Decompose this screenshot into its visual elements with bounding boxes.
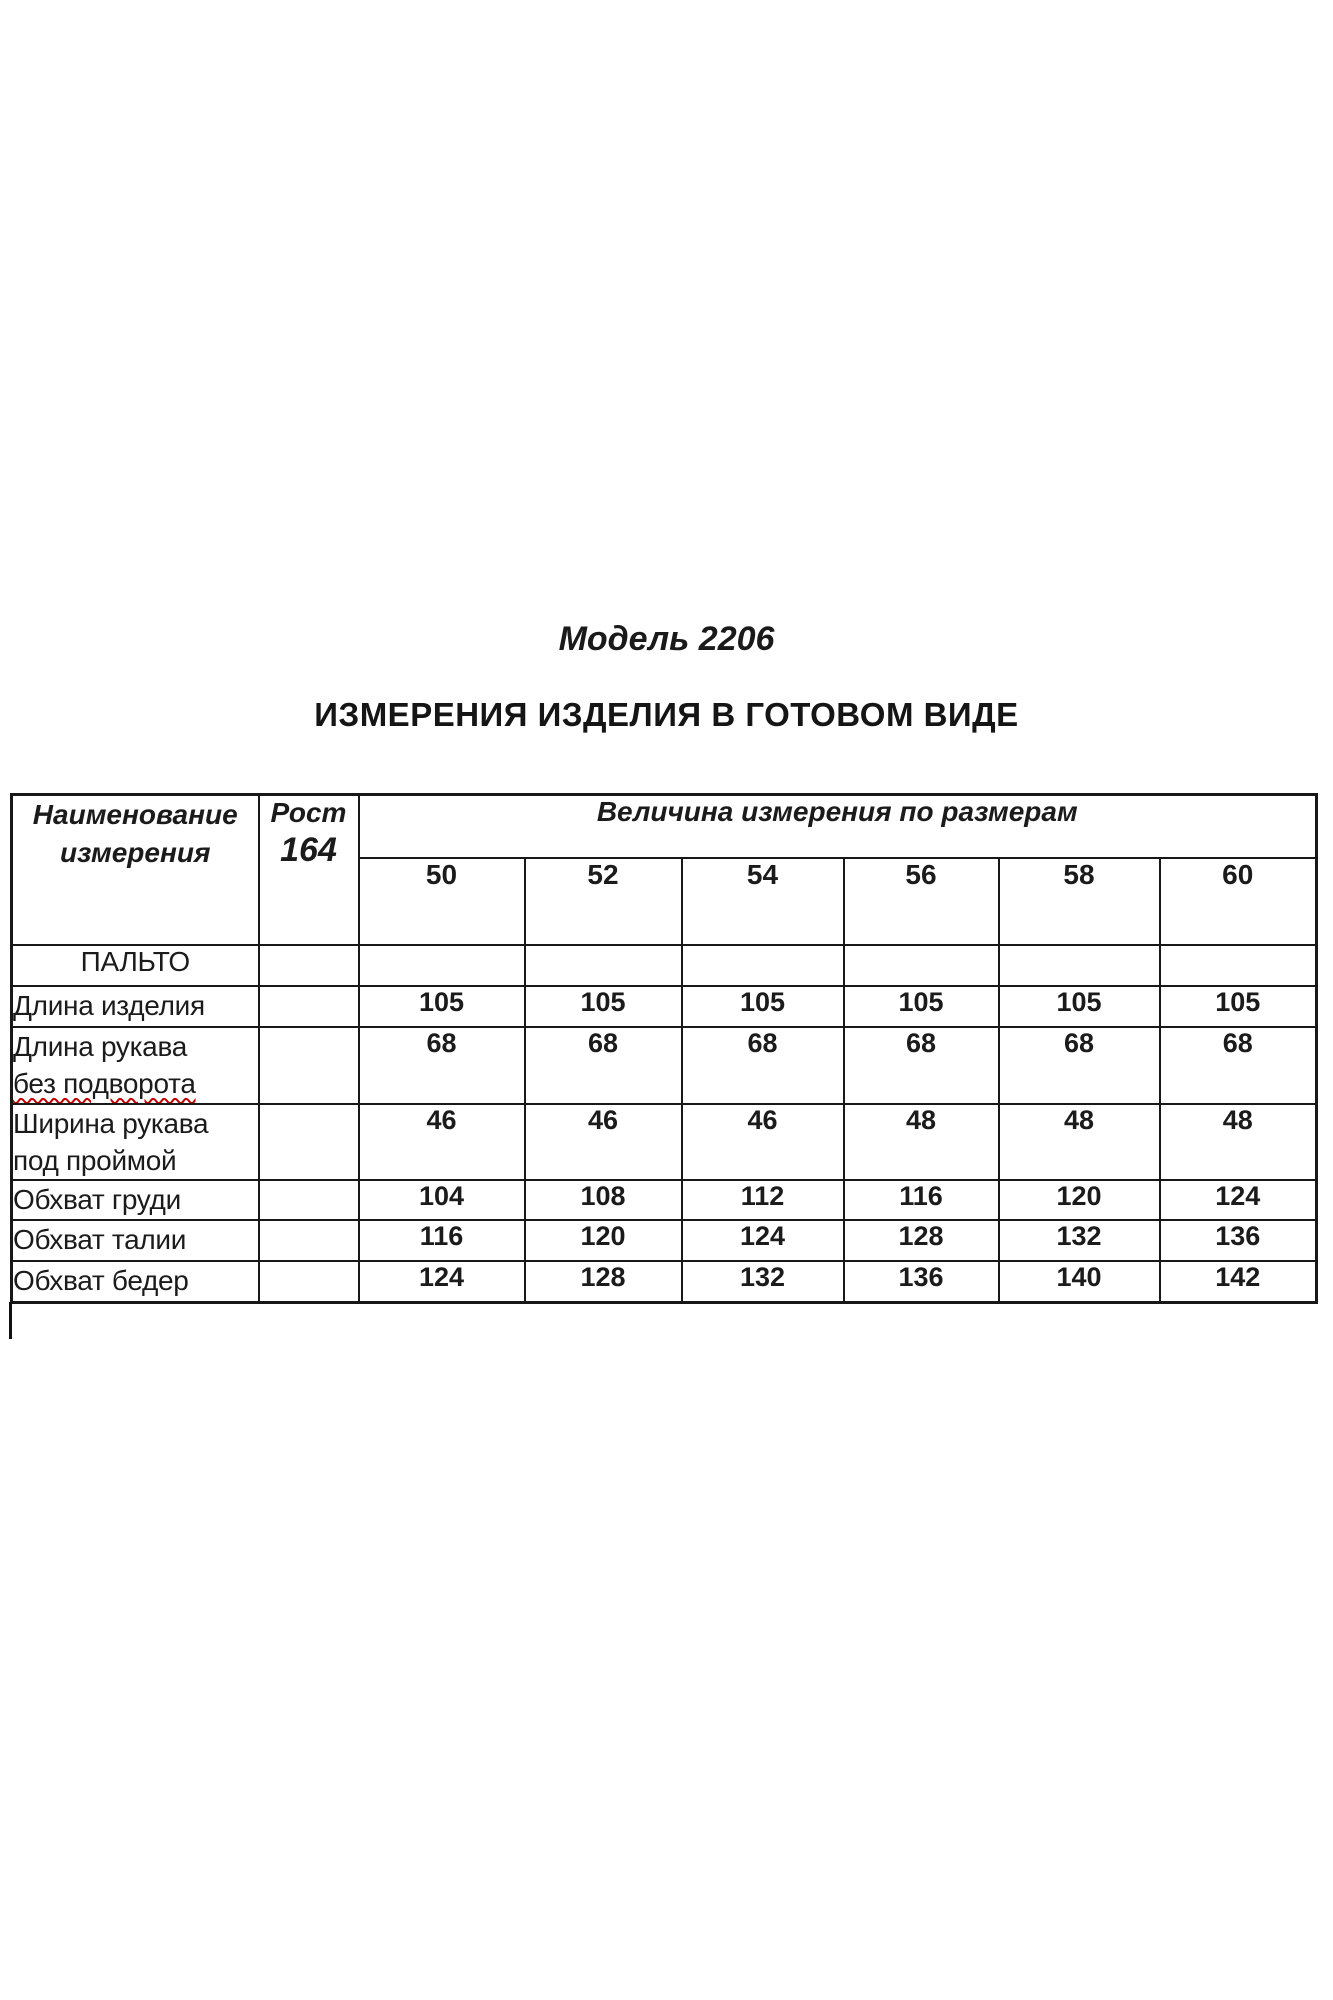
- value-cell: 128: [842, 1218, 1000, 1262]
- row-label: Обхват груди: [10, 1178, 260, 1221]
- empty-cell: [357, 943, 526, 987]
- row-label-line2-spellcheck: без подворота: [13, 1067, 196, 1099]
- value-cell: 105: [523, 984, 683, 1028]
- value-cell: 136: [842, 1259, 1000, 1304]
- table-row: Ширина рукава под проймой 46 46 46 48 48…: [10, 1102, 1318, 1181]
- size-header-54: 54: [680, 856, 845, 946]
- empty-cell: [257, 943, 360, 987]
- column-header-height: Рост 164: [257, 793, 360, 946]
- row-label-text: Длина изделия: [13, 989, 206, 1021]
- value-cell: 116: [842, 1178, 1000, 1221]
- value-cell: 46: [680, 1102, 845, 1181]
- table-row: Длина рукава без подворота 68 68 68 68 6…: [10, 1025, 1318, 1105]
- value-cell: 142: [1158, 1259, 1318, 1304]
- empty-cell: [257, 984, 360, 1028]
- value-cell: 105: [842, 984, 1000, 1028]
- value-cell: 68: [842, 1025, 1000, 1105]
- table-row: Обхват бедер 124 128 132 136 140 142: [10, 1259, 1318, 1304]
- value-cell: 68: [523, 1025, 683, 1105]
- header-row-1: Наименование измерения Рост 164 Величина…: [10, 793, 1318, 946]
- empty-cell: [842, 943, 1000, 987]
- value-cell: 68: [680, 1025, 845, 1105]
- value-cell: 120: [997, 1178, 1161, 1221]
- table-row: Обхват груди 104 108 112 116 120 124: [10, 1178, 1318, 1221]
- value-cell: 48: [997, 1102, 1161, 1181]
- value-cell: 116: [357, 1218, 526, 1262]
- size-header-60: 60: [1158, 856, 1318, 946]
- empty-cell: [257, 1025, 360, 1105]
- page-title: ИЗМЕРЕНИЯ ИЗДЕЛИЯ В ГОТОВОМ ВИДЕ: [314, 696, 1019, 733]
- value-cell: 105: [357, 984, 526, 1028]
- value-cell: 46: [357, 1102, 526, 1181]
- row-label-text: Длина рукава: [13, 1030, 188, 1062]
- row-label-line2: под проймой: [13, 1144, 177, 1176]
- section-row: ПАЛЬТО: [10, 943, 1318, 987]
- row-label-text: Ширина рукава: [13, 1107, 209, 1139]
- value-cell: 120: [523, 1218, 683, 1262]
- text-cursor: [9, 1302, 12, 1339]
- empty-cell: [997, 943, 1161, 987]
- column-header-sizes-span: Величина измерения по размерам: [357, 793, 1318, 859]
- empty-cell: [257, 1218, 360, 1262]
- size-header-50: 50: [357, 856, 526, 946]
- value-cell: 68: [1158, 1025, 1318, 1105]
- row-label: Обхват бедер: [10, 1259, 260, 1304]
- value-cell: 132: [680, 1259, 845, 1304]
- empty-cell: [1158, 943, 1318, 987]
- height-label: Рост: [270, 797, 347, 828]
- header-row-2: 50 52 54 56 58 60: [12, 856, 1318, 946]
- empty-cell: [257, 1178, 360, 1221]
- value-cell: 108: [523, 1178, 683, 1221]
- value-cell: 105: [680, 984, 845, 1028]
- model-title: Модель 2206: [558, 620, 775, 658]
- row-label: Длина изделия: [10, 984, 260, 1028]
- value-cell: 48: [1158, 1102, 1318, 1181]
- empty-cell: [257, 1102, 360, 1181]
- value-cell: 104: [357, 1178, 526, 1221]
- value-cell: 46: [523, 1102, 683, 1181]
- value-cell: 140: [997, 1259, 1161, 1304]
- value-cell: 136: [1158, 1218, 1318, 1262]
- row-label: Длина рукава без подворота: [10, 1025, 260, 1105]
- empty-cell: [257, 1259, 360, 1304]
- section-label: ПАЛЬТО: [10, 943, 260, 987]
- value-cell: 112: [680, 1178, 845, 1221]
- size-header-56: 56: [842, 856, 1000, 946]
- height-value: 164: [280, 831, 337, 869]
- value-cell: 105: [1158, 984, 1318, 1028]
- value-cell: 68: [997, 1025, 1161, 1105]
- value-cell: 132: [997, 1218, 1161, 1262]
- row-label: Обхват талии: [10, 1218, 260, 1262]
- empty-cell: [523, 943, 683, 987]
- column-header-measurement-name: Наименование измерения: [10, 793, 260, 946]
- value-cell: 124: [357, 1259, 526, 1304]
- row-label: Ширина рукава под проймой: [10, 1102, 260, 1181]
- value-cell: 68: [357, 1025, 526, 1105]
- row-label-text: Обхват бедер: [13, 1264, 189, 1296]
- value-cell: 48: [842, 1102, 1000, 1181]
- value-cell: 105: [997, 984, 1161, 1028]
- value-cell: 124: [680, 1218, 845, 1262]
- row-label-text: Обхват талии: [13, 1223, 187, 1255]
- table-row: Обхват талии 116 120 124 128 132 136: [10, 1218, 1318, 1262]
- row-label-text: Обхват груди: [13, 1183, 182, 1215]
- value-cell: 124: [1158, 1178, 1318, 1221]
- table-row: Длина изделия 105 105 105 105 105 105: [10, 984, 1318, 1028]
- value-cell: 128: [523, 1259, 683, 1304]
- measurements-table: Наименование измерения Рост 164 Величина…: [10, 793, 1318, 1304]
- empty-cell: [680, 943, 845, 987]
- size-header-58: 58: [997, 856, 1161, 946]
- size-header-52: 52: [523, 856, 683, 946]
